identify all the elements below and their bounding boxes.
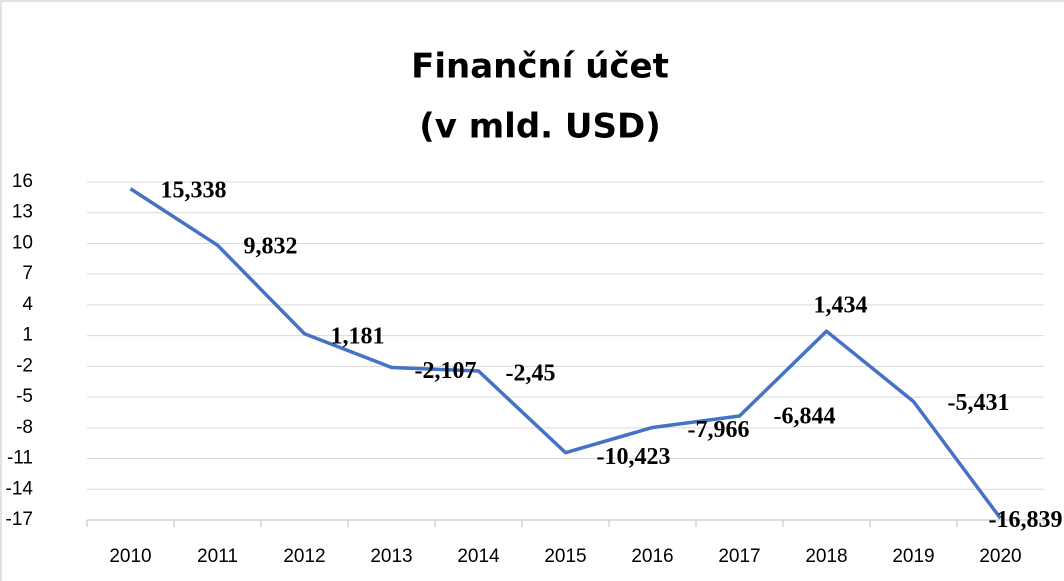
y-tick-label: -14 (6, 478, 34, 499)
line (129, 187, 1002, 520)
value-label: -2,45 (506, 360, 556, 386)
y-tick-label: 16 (12, 171, 33, 192)
y-tick-label: -17 (6, 509, 33, 530)
value-label: -10,423 (597, 444, 671, 470)
value-label: 9,832 (244, 234, 298, 260)
x-tick-label: 2019 (892, 546, 934, 567)
y-tick-label: -8 (16, 417, 33, 438)
y-tick-label: 10 (12, 232, 33, 253)
x-tick-label: 2012 (283, 546, 325, 567)
x-tick-label: 2018 (805, 546, 847, 567)
value-label: 1,181 (331, 323, 385, 349)
chart-subtitle: (v mld. USD) (419, 107, 661, 147)
y-tick-label: 1 (22, 325, 33, 346)
y-tick-label: -2 (16, 355, 33, 376)
y-tick-label: -5 (16, 386, 33, 407)
x-tick-label: 2016 (631, 546, 673, 567)
x-tick-label: 2011 (197, 546, 238, 567)
value-label: -7,966 (688, 417, 750, 443)
value-label: -5,431 (948, 390, 1010, 416)
y-tick-label: 13 (12, 202, 33, 223)
y-tick-label: 4 (22, 294, 33, 315)
chart-title: Finanční účet (411, 47, 669, 87)
x-tick-label: 2020 (979, 546, 1021, 567)
value-label: -2,107 (415, 358, 477, 384)
y-tick-label: -11 (7, 448, 33, 469)
y-tick-label: 7 (22, 263, 33, 284)
value-label: -6,844 (774, 403, 836, 429)
value-label: -16,839 (989, 507, 1063, 533)
x-tick-label: 2014 (457, 546, 500, 567)
x-tick-label: 2010 (109, 546, 151, 567)
value-label: 1,434 (814, 293, 868, 319)
x-tick-label: 2017 (718, 546, 760, 567)
x-tick-label: 2015 (544, 546, 586, 567)
value-label: 15,338 (161, 177, 227, 203)
x-tick-label: 2013 (370, 546, 412, 567)
